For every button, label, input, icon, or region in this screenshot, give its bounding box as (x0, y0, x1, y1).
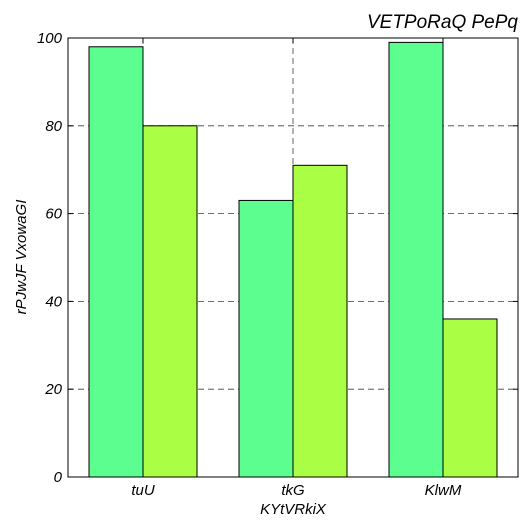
bars (88, 41, 498, 478)
x-tick-label: KlwM (425, 482, 462, 499)
y-tick-label: 20 (44, 381, 62, 398)
y-tick-label: 80 (45, 118, 62, 135)
chart-title: VETPoRaQ PePq (367, 12, 518, 33)
x-tick-label: tuU (131, 482, 155, 499)
x-tick-label: tkG (281, 482, 305, 499)
bar (88, 46, 144, 478)
y-tick-label: 60 (45, 206, 62, 223)
bar (238, 199, 294, 478)
bar (142, 125, 198, 478)
y-axis-label: rPJwJF VxowaGI (13, 200, 30, 315)
bar (292, 164, 348, 478)
axis-ticks: 0 20 40 60 80 100 tuU tkG KlwM (37, 30, 518, 499)
x-axis-label: KYtVRkiX (260, 501, 327, 518)
y-tick-label: 100 (37, 30, 63, 47)
bar (442, 318, 498, 478)
bar (388, 41, 444, 478)
y-tick-label: 0 (54, 469, 63, 486)
y-tick-label: 40 (45, 293, 62, 310)
